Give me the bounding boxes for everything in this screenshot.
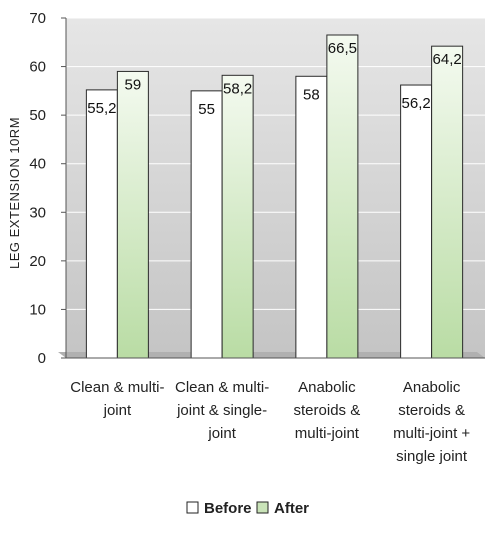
data-label-before: 58 xyxy=(303,86,320,103)
y-tick-label: 0 xyxy=(38,350,46,367)
category-label: single joint xyxy=(396,448,468,465)
category-label: steroids & xyxy=(398,402,465,419)
data-label-after: 64,2 xyxy=(433,51,462,68)
category-label: joint xyxy=(207,425,236,442)
category-label: multi-joint xyxy=(295,425,360,442)
category-label: multi-joint + xyxy=(393,425,470,442)
category-label: Anabolic xyxy=(298,379,356,396)
data-label-after: 66,5 xyxy=(328,40,357,57)
data-label-after: 59 xyxy=(125,76,142,93)
y-tick-label: 10 xyxy=(29,301,46,318)
legend-label-after: After xyxy=(274,500,309,517)
y-axis-title: LEG EXTENSION 10RM xyxy=(7,117,22,269)
data-label-after: 58,2 xyxy=(223,80,252,97)
plot-floor xyxy=(58,352,485,358)
category-label: joint xyxy=(103,402,132,419)
legend-swatch-after xyxy=(256,501,269,514)
category-label: Clean & multi- xyxy=(70,379,164,396)
category-label: Clean & multi- xyxy=(175,379,269,396)
category-label: steroids & xyxy=(294,402,361,419)
y-tick-label: 60 xyxy=(29,59,46,76)
y-tick-label: 30 xyxy=(29,204,46,221)
data-label-before: 55,2 xyxy=(87,100,116,117)
y-tick-label: 50 xyxy=(29,107,46,124)
bar-after xyxy=(221,74,254,359)
bar-before xyxy=(295,75,328,359)
y-tick-label: 40 xyxy=(29,156,46,173)
category-label: joint & single- xyxy=(176,402,267,419)
data-label-before: 55 xyxy=(198,101,215,118)
legend-label-before: Before xyxy=(204,500,252,517)
legend-swatch-before xyxy=(186,501,199,514)
y-tick-label: 20 xyxy=(29,253,46,270)
y-tick-label: 70 xyxy=(29,10,46,27)
category-label: Anabolic xyxy=(403,379,461,396)
data-label-before: 56,2 xyxy=(402,95,431,112)
bar-after xyxy=(431,45,464,359)
bar-before xyxy=(190,90,223,359)
bar-after xyxy=(116,70,149,359)
bar-after xyxy=(326,34,359,359)
bar-before xyxy=(400,84,433,359)
bar-before xyxy=(85,89,118,359)
